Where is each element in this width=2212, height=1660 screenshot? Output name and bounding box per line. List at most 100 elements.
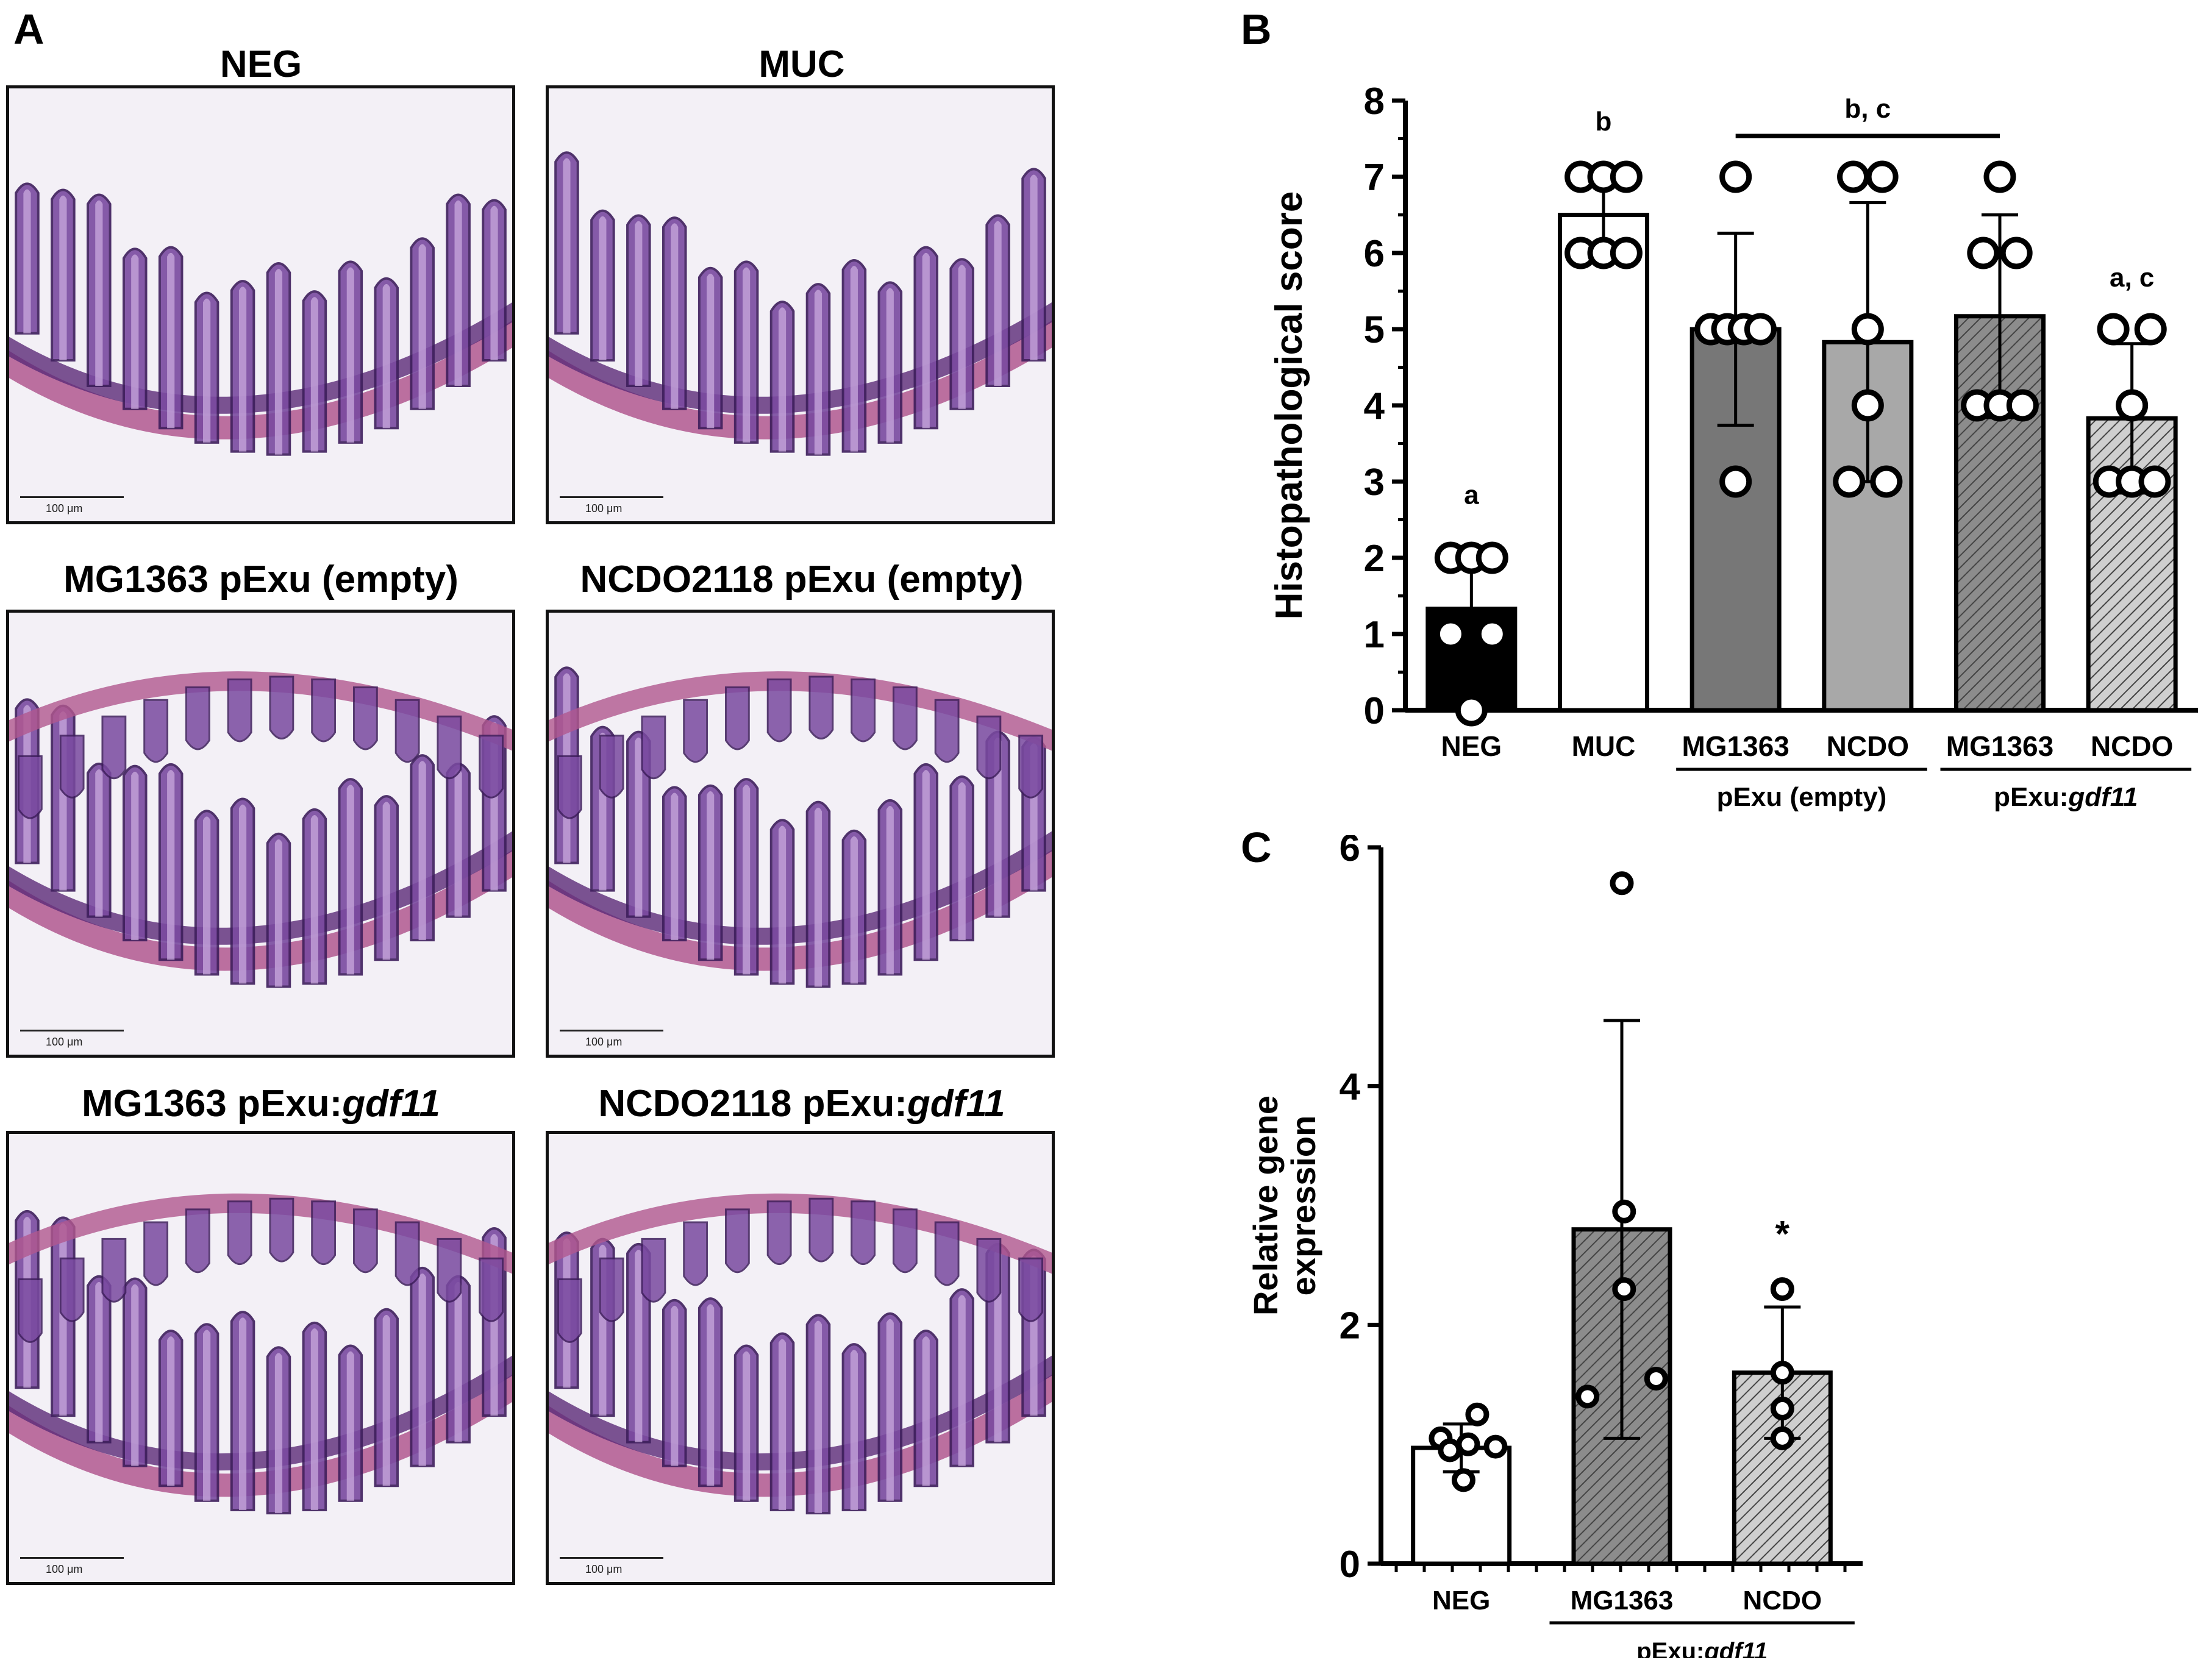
tissue-image [9,88,512,521]
y-tick-label: 5 [1364,309,1385,351]
y-tick-label: 2 [1340,1305,1360,1347]
data-point [1475,541,1508,574]
data-point [1610,871,1634,896]
scale-bar [560,496,663,498]
data-point [2138,465,2171,498]
data-point [1770,1361,1794,1385]
y-tick-label: 1 [1364,614,1385,656]
data-point [1866,160,1899,193]
group-label: pExu:gdf11 [1994,782,2138,812]
significance-label: b, c [1844,94,1891,124]
tissue-image [9,613,512,1055]
y-tick-label: 6 [1364,233,1385,275]
scale-bar-label: 100 μm [46,1563,83,1575]
bar [1411,1445,1512,1566]
significance-label: a [1464,480,1479,510]
y-tick-label: 0 [1364,690,1385,732]
chart-histopathological-score: 0 1 2 3 4 5 6 7 8 Histopathological score NEG MUC MG… [1268,80,2198,812]
data-point [1451,1468,1475,1492]
data-point [2006,389,2039,422]
bar [1558,213,1649,713]
micrograph-title-ncdo2118-empty: NCDO2118 pExu (empty) [580,558,1024,600]
data-point [1744,313,1777,346]
x-category-label: NCDO [1827,730,1909,762]
data-point [1770,1426,1794,1450]
y-tick-label: 2 [1364,538,1385,580]
data-point [1465,1402,1490,1427]
data-point [1644,1366,1668,1391]
data-point [2097,313,2130,346]
y-axis-label: Relative gene [1246,1095,1285,1316]
tissue-image [549,1134,1052,1582]
data-point [1612,1277,1636,1302]
panel-c-label: C [1241,824,1272,871]
micrograph-title-mg1363-gdf11: MG1363 pExu:gdf11 [81,1083,440,1125]
group-label: pExu:gdf11 [1636,1638,1768,1658]
data-point [1837,160,1870,193]
data-point [1456,1432,1480,1456]
x-category-label: MG1363 [1571,1586,1674,1615]
micrograph-ncdo2118-gdf11: 100 μm [546,1131,1055,1585]
data-point [1475,618,1508,650]
micrograph-ncdo2118-empty: 100 μm [546,610,1055,1058]
data-point [1719,160,1752,193]
tissue-image [549,88,1052,521]
scale-bar [20,1030,124,1031]
x-category-label: NEG [1432,1586,1490,1615]
y-axis-label: Histopathological score [1268,191,1310,620]
scale-bar [20,1557,124,1559]
data-point [1770,1277,1794,1302]
micrograph-muc: 100 μm [546,85,1055,524]
data-point [1434,618,1467,650]
y-tick-label: 6 [1340,835,1360,869]
scale-bar-label: 100 μm [46,502,83,515]
y-tick-label: 7 [1364,157,1385,199]
data-point [1833,465,1866,498]
micrograph-title-mg1363-empty: MG1363 pExu (empty) [63,558,458,600]
data-point [1983,160,2016,193]
micrograph-title-muc: MUC [758,43,845,85]
group-label: pExu (empty) [1717,782,1887,812]
data-point [1575,1384,1600,1409]
tissue-image [9,1134,512,1582]
y-tick-label: 4 [1340,1066,1361,1108]
scale-bar [560,1557,663,1559]
x-category-label: NCDO [1743,1586,1822,1615]
x-category-label: MG1363 [1946,730,2053,762]
data-point [2116,389,2149,422]
data-point [2000,237,2033,269]
chart-relative-gene-expression: 0 2 4 6 Relative gene expression NEG MG1363 NCDO… [1246,835,1863,1658]
micrograph-mg1363-empty: 100 μm [6,610,515,1058]
scale-bar [20,496,124,498]
significance-label: a, c [2110,263,2154,293]
scale-bar-label: 100 μm [585,1563,623,1575]
data-point [1770,1396,1794,1420]
y-tick-label: 8 [1364,80,1385,123]
y-axis-label: expression [1284,1116,1322,1296]
micrograph-title-ncdo2118-gdf11: NCDO2118 pExu:gdf11 [598,1083,1005,1125]
y-tick-label: 3 [1364,461,1385,504]
tissue-image [549,613,1052,1055]
micrograph-title-neg: NEG [219,43,302,85]
data-point [1851,389,1884,422]
data-point [1455,694,1488,727]
x-category-label: NEG [1441,730,1502,762]
scale-bar-label: 100 μm [46,1036,83,1048]
data-point [1483,1434,1508,1459]
data-point [1438,1438,1462,1462]
panel-a-label: A [13,5,45,53]
panel-b-label: B [1241,5,1272,53]
data-point [1612,1199,1636,1224]
data-point [1610,160,1643,193]
y-tick-label: 4 [1364,385,1385,427]
scale-bar-label: 100 μm [585,502,623,515]
micrograph-mg1363-gdf11: 100 μm [6,1131,515,1585]
data-point [1870,465,1903,498]
micrograph-neg: 100 μm [6,85,515,524]
significance-label: * [1614,835,1629,849]
scale-bar-label: 100 μm [585,1036,623,1048]
x-category-label: MG1363 [1682,730,1789,762]
scale-bar [560,1030,663,1031]
x-category-label: NCDO [2091,730,2173,762]
significance-label: * [1775,1214,1790,1255]
